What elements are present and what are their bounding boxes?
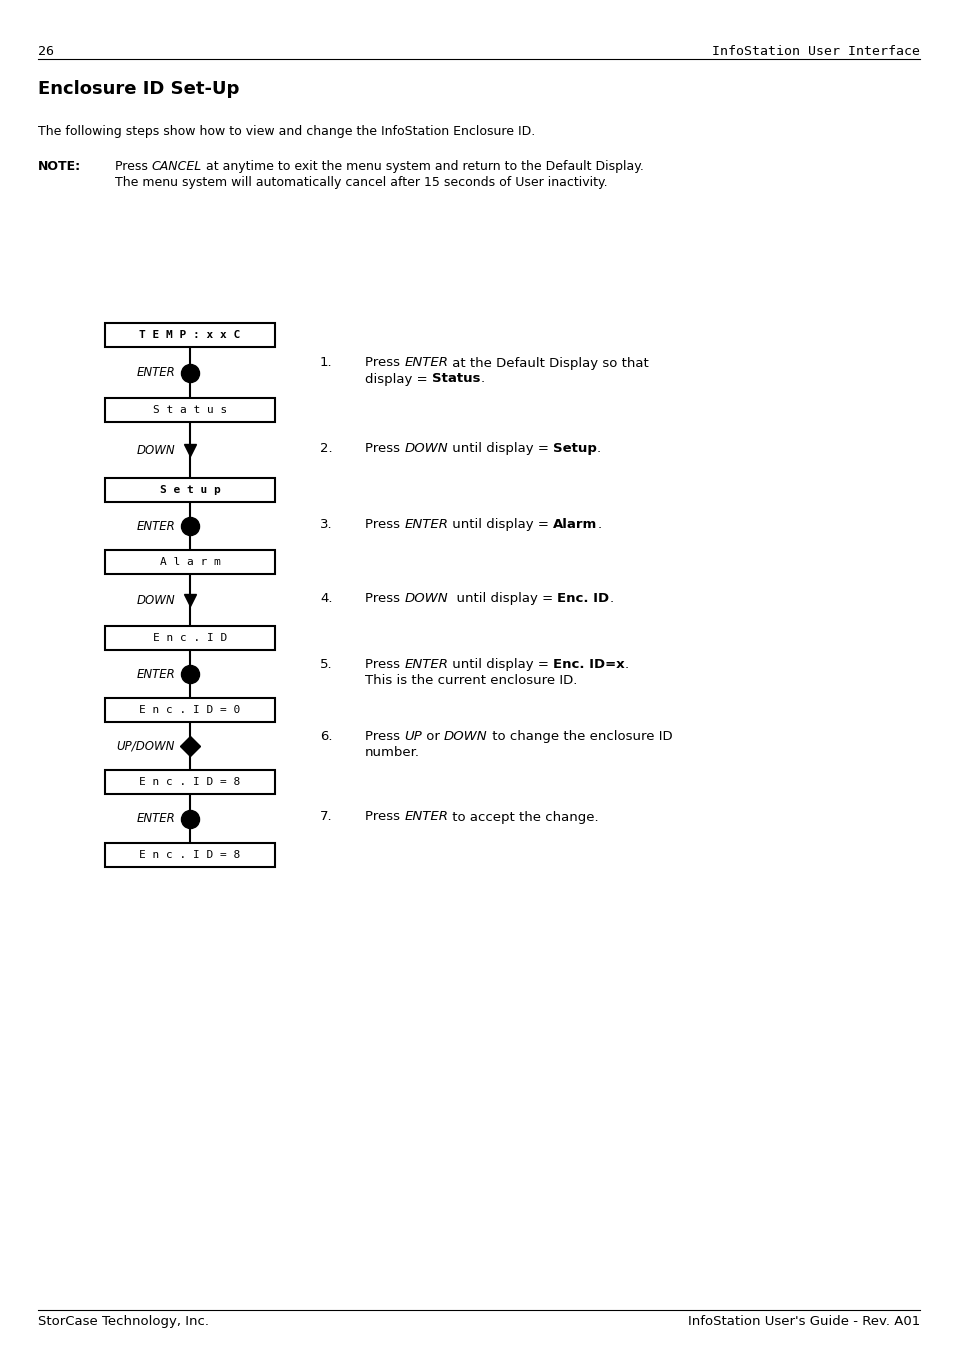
Text: E n c . I D: E n c . I D (152, 632, 227, 643)
Text: display =: display = (365, 372, 432, 386)
Bar (105, 769, 274, 794)
Text: ENTER: ENTER (404, 810, 448, 824)
Text: .: . (609, 591, 613, 605)
Text: .: . (597, 517, 601, 531)
Text: A l a r m: A l a r m (159, 557, 220, 567)
Text: ENTER: ENTER (136, 812, 174, 826)
Text: S t a t u s: S t a t u s (152, 405, 227, 415)
Bar (105, 626, 274, 650)
Text: UP/DOWN: UP/DOWN (116, 739, 174, 753)
Text: E n c . I D = 8: E n c . I D = 8 (139, 850, 240, 860)
Text: Enc. ID: Enc. ID (557, 591, 609, 605)
Text: Press: Press (365, 356, 404, 370)
Text: 1.: 1. (319, 356, 333, 370)
Text: .: . (597, 442, 600, 455)
Text: The following steps show how to view and change the InfoStation Enclosure ID.: The following steps show how to view and… (38, 125, 535, 138)
Text: Status: Status (432, 372, 480, 386)
Text: 4.: 4. (319, 591, 333, 605)
Text: until display =: until display = (447, 442, 553, 455)
Text: DOWN: DOWN (136, 594, 174, 606)
Text: Press: Press (365, 730, 404, 743)
Text: NOTE:: NOTE: (38, 160, 81, 172)
Bar (105, 478, 274, 502)
Text: to accept the change.: to accept the change. (448, 810, 598, 824)
Text: 5.: 5. (319, 658, 333, 671)
Text: S e t u p: S e t u p (159, 485, 220, 496)
Text: DOWN: DOWN (444, 730, 487, 743)
Text: Press: Press (365, 591, 404, 605)
Bar (105, 698, 274, 721)
Text: Enc. ID=x: Enc. ID=x (553, 658, 624, 671)
Text: to change the enclosure ID: to change the enclosure ID (487, 730, 672, 743)
Text: 3.: 3. (319, 517, 333, 531)
Text: E n c . I D = 0: E n c . I D = 0 (139, 705, 240, 715)
Text: at the Default Display so that: at the Default Display so that (448, 356, 648, 370)
Text: 26: 26 (38, 45, 54, 57)
Text: Setup: Setup (553, 442, 597, 455)
Text: E n c . I D = 8: E n c . I D = 8 (139, 778, 240, 787)
Text: Press: Press (365, 658, 404, 671)
Text: InfoStation User's Guide - Rev. A01: InfoStation User's Guide - Rev. A01 (687, 1316, 919, 1328)
Text: DOWN: DOWN (136, 444, 174, 456)
Text: This is the current enclosure ID.: This is the current enclosure ID. (365, 674, 577, 687)
Text: number.: number. (365, 746, 419, 758)
Text: ENTER: ENTER (136, 366, 174, 379)
Text: until display =: until display = (448, 517, 553, 531)
Text: 2.: 2. (319, 442, 333, 455)
Text: Enclosure ID Set-Up: Enclosure ID Set-Up (38, 79, 239, 99)
Text: ENTER: ENTER (404, 658, 448, 671)
Text: .: . (480, 372, 484, 386)
Bar (105, 398, 274, 422)
Text: ENTER: ENTER (136, 519, 174, 533)
Text: at anytime to exit the menu system and return to the Default Display.: at anytime to exit the menu system and r… (202, 160, 643, 172)
Text: Alarm: Alarm (553, 517, 597, 531)
Text: The menu system will automatically cancel after 15 seconds of User inactivity.: The menu system will automatically cance… (115, 177, 607, 189)
Text: until display =: until display = (447, 591, 557, 605)
Text: DOWN: DOWN (404, 591, 447, 605)
Text: DOWN: DOWN (404, 442, 447, 455)
Text: T E M P : x x C: T E M P : x x C (139, 330, 240, 340)
Text: 7.: 7. (319, 810, 333, 824)
Text: InfoStation User Interface: InfoStation User Interface (711, 45, 919, 57)
Text: until display =: until display = (448, 658, 553, 671)
Text: Press: Press (115, 160, 152, 172)
Text: Press: Press (365, 810, 404, 824)
Bar (105, 843, 274, 867)
Text: ENTER: ENTER (136, 668, 174, 680)
Text: StorCase Technology, Inc.: StorCase Technology, Inc. (38, 1316, 209, 1328)
Text: UP: UP (404, 730, 421, 743)
Text: or: or (421, 730, 444, 743)
Text: Press: Press (365, 442, 404, 455)
Text: ENTER: ENTER (404, 517, 448, 531)
Text: Press: Press (365, 517, 404, 531)
Text: ENTER: ENTER (404, 356, 448, 370)
Bar (105, 550, 274, 574)
Text: 6.: 6. (319, 730, 333, 743)
Text: .: . (624, 658, 628, 671)
Text: CANCEL: CANCEL (152, 160, 202, 172)
Bar (105, 323, 274, 346)
